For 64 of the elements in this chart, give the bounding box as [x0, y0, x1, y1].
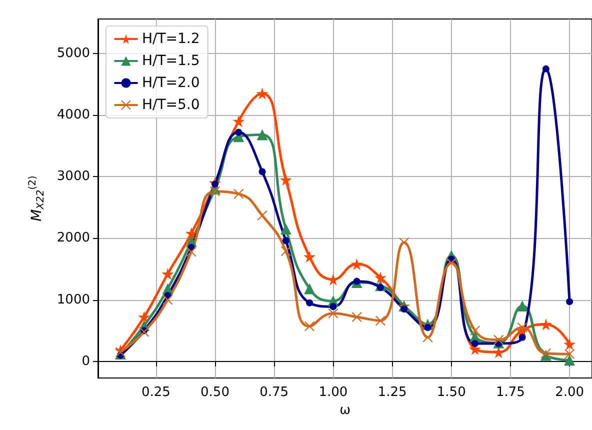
point	[258, 168, 266, 176]
y-tick-label: 5000	[56, 46, 90, 61]
point	[328, 308, 338, 318]
point	[494, 334, 504, 345]
legend-label: H/T=5.0	[142, 97, 200, 113]
point	[162, 294, 173, 305]
point	[280, 223, 292, 234]
legend-label: H/T=1.2	[142, 31, 200, 47]
point	[232, 115, 245, 128]
point	[564, 354, 576, 366]
point	[375, 316, 386, 326]
point	[516, 300, 528, 312]
point	[518, 334, 526, 341]
x-axis-title: ω	[340, 403, 350, 418]
point	[138, 311, 150, 324]
point	[304, 250, 316, 263]
y-tick-label: 1000	[56, 292, 90, 308]
x-tick-label: 0.25	[141, 385, 170, 400]
point	[330, 303, 337, 310]
point	[446, 258, 456, 268]
x-tick-label: 0.75	[260, 385, 289, 400]
point	[186, 246, 196, 257]
point	[472, 340, 478, 348]
point	[422, 332, 433, 342]
point	[235, 128, 242, 136]
x-tick-label: 1.75	[496, 385, 525, 400]
legend-label: H/T=1.5	[142, 53, 200, 69]
point	[306, 299, 314, 306]
point	[304, 283, 316, 294]
point	[257, 210, 268, 220]
point	[470, 326, 480, 336]
y-tick-label: 3000	[56, 169, 90, 184]
point	[564, 348, 575, 359]
point	[185, 227, 198, 240]
x-tick-label: 1.25	[378, 385, 407, 400]
point	[517, 322, 528, 333]
point	[542, 65, 550, 72]
point	[540, 318, 552, 330]
point	[350, 258, 363, 270]
x-tick-label: 1.50	[436, 385, 466, 400]
legend-label: H/T=2.0	[142, 75, 200, 91]
point	[280, 174, 292, 186]
point	[374, 272, 386, 284]
y-tick-label: 2000	[56, 230, 90, 246]
point	[304, 321, 315, 332]
point	[282, 237, 290, 244]
point	[280, 246, 291, 256]
point	[352, 312, 362, 322]
point	[162, 268, 174, 280]
y-axis-title: MX22(2)	[28, 175, 46, 222]
x-tick-label: 0.50	[200, 385, 230, 400]
y-tick-label: 4000	[56, 108, 90, 123]
point	[399, 238, 410, 248]
point	[256, 88, 268, 100]
point	[256, 129, 268, 140]
point	[234, 188, 244, 199]
point	[540, 348, 551, 358]
y-tick-label: 0	[82, 354, 90, 369]
point	[210, 186, 220, 196]
x-tick-label: 1.00	[318, 385, 348, 400]
x-tick-label: 2.00	[555, 385, 584, 400]
point	[564, 338, 576, 350]
point	[566, 298, 574, 306]
point	[139, 326, 150, 337]
